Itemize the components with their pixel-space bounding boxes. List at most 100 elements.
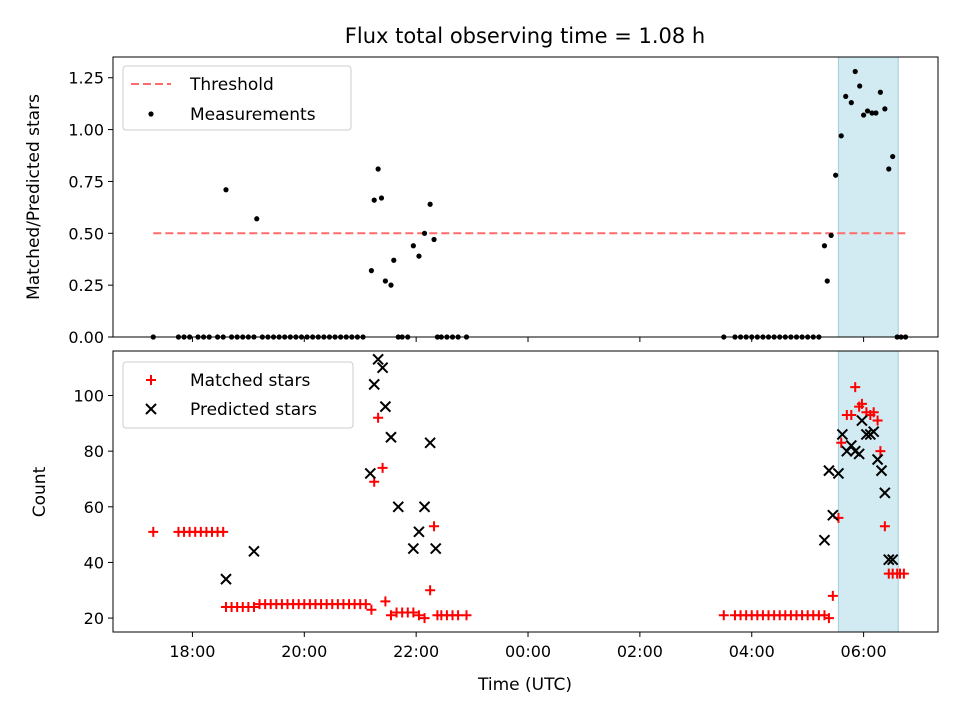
predicted-star-marker bbox=[424, 437, 436, 449]
predicted-star-marker bbox=[220, 573, 232, 585]
measurement-point bbox=[410, 243, 416, 249]
y-tick-label: 0.25 bbox=[68, 276, 104, 295]
legend-box bbox=[122, 361, 354, 429]
predicted-star-marker bbox=[879, 487, 891, 499]
measurement-point bbox=[382, 278, 388, 284]
legend-label-predicted: Predicted stars bbox=[190, 400, 317, 420]
measurement-point bbox=[877, 89, 883, 95]
matched-star-marker bbox=[872, 415, 883, 426]
matched-star-marker bbox=[461, 610, 472, 621]
matched-star-marker bbox=[836, 437, 847, 448]
matched-star-marker bbox=[377, 462, 388, 473]
bottom-panel: 18:00 20:00 22:00 00:00 02:00 04:00 06:00 20 40 6… bbox=[30, 350, 939, 661]
predicted-star-marker bbox=[883, 553, 895, 566]
predicted-star-marker bbox=[823, 464, 835, 477]
legend-measurement-swatch bbox=[148, 111, 154, 117]
predicted-star-marker bbox=[856, 414, 868, 427]
matched-star-marker bbox=[425, 585, 436, 596]
matched-star-marker bbox=[453, 610, 464, 621]
predicted-star-marker bbox=[392, 501, 404, 513]
x-tick-label: 22:00 bbox=[393, 642, 439, 661]
y-tick-label: 0.75 bbox=[68, 172, 104, 191]
matched-star-marker bbox=[419, 613, 430, 624]
matched-star-marker bbox=[827, 590, 838, 601]
y-tick-label: 20 bbox=[84, 609, 104, 628]
matched-star-marker bbox=[846, 409, 857, 420]
measurement-point bbox=[375, 166, 381, 172]
top-plot-frame bbox=[112, 56, 939, 338]
measurement-point bbox=[886, 166, 892, 172]
measurement-point bbox=[838, 133, 844, 139]
predicted-star-marker bbox=[875, 464, 888, 477]
y-tick-label: 1.00 bbox=[68, 121, 104, 140]
top-panel: 0.00 0.25 0.50 0.75 1.00 1.25 Matched/Predict… bbox=[24, 56, 939, 347]
matched-star-marker bbox=[879, 521, 890, 532]
y-tick-label: 80 bbox=[84, 442, 104, 461]
chart-title: Flux total observing time = 1.08 h bbox=[345, 24, 705, 48]
matched-star-marker bbox=[408, 607, 419, 618]
predicted-star-marker bbox=[430, 542, 442, 555]
predicted-star-marker bbox=[867, 425, 880, 438]
legend-matched-swatch bbox=[146, 375, 156, 385]
measurement-point bbox=[388, 282, 394, 288]
predicted-star-marker bbox=[385, 431, 397, 443]
measurement-point bbox=[368, 268, 375, 274]
predicted-star-marker bbox=[418, 501, 431, 513]
y-tick-label: 1.25 bbox=[68, 69, 104, 88]
matched-star-marker bbox=[868, 407, 879, 418]
observing-window-band bbox=[837, 56, 899, 338]
measurement-point bbox=[857, 83, 863, 89]
predicted-star-marker bbox=[886, 553, 899, 566]
measurement-point bbox=[890, 153, 896, 160]
legend-label-matched: Matched stars bbox=[190, 371, 310, 391]
matched-star-marker bbox=[380, 596, 391, 607]
y-tick-label: 100 bbox=[73, 387, 104, 406]
x-tick-label: 18:00 bbox=[169, 642, 215, 661]
y-tick-label: 60 bbox=[84, 498, 104, 517]
legend-box bbox=[122, 65, 352, 131]
predicted-star-marker bbox=[372, 353, 384, 366]
predicted-star-marker bbox=[364, 467, 376, 480]
y-tick-label: 40 bbox=[84, 553, 104, 572]
x-tick-label: 20:00 bbox=[281, 642, 327, 661]
matched-star-marker bbox=[413, 610, 424, 621]
x-tick-label: 06:00 bbox=[841, 642, 887, 661]
measurement-point bbox=[861, 112, 867, 118]
predicted-star-marker bbox=[836, 428, 849, 441]
matched-star-marker bbox=[856, 398, 867, 409]
matched-star-marker bbox=[875, 446, 886, 457]
predicted-star-marker bbox=[827, 509, 839, 521]
predicted-star-marker bbox=[818, 534, 831, 546]
matched-star-marker bbox=[360, 599, 371, 610]
matched-star-marker bbox=[373, 412, 384, 423]
measurement-point bbox=[824, 278, 830, 284]
predicted-star-marker bbox=[871, 453, 884, 466]
legend-label-measurements: Measurements bbox=[190, 105, 316, 125]
measurement-point bbox=[833, 172, 839, 178]
measurement-point bbox=[864, 108, 871, 114]
measurement-point bbox=[391, 257, 397, 263]
measurement-point bbox=[254, 216, 260, 222]
bottom-y-axis-label: Count bbox=[30, 466, 50, 517]
predicted-star-marker bbox=[860, 428, 873, 441]
top-y-axis-label: Matched/Predicted stars bbox=[24, 94, 44, 300]
predicted-star-marker bbox=[853, 448, 865, 460]
measurement-point bbox=[843, 93, 849, 100]
predicted-star-marker bbox=[413, 526, 425, 538]
matched-star-marker bbox=[850, 382, 861, 393]
predicted-star-marker bbox=[368, 378, 380, 391]
predicted-star-marker bbox=[832, 467, 845, 480]
x-tick-label: 00:00 bbox=[505, 642, 551, 661]
x-tick-label: 02:00 bbox=[617, 642, 663, 661]
measurement-point bbox=[869, 110, 875, 116]
matched-star-marker bbox=[823, 613, 834, 624]
predicted-star-marker bbox=[379, 400, 392, 413]
measurement-point bbox=[848, 100, 854, 106]
y-tick-label: 0.50 bbox=[68, 224, 104, 243]
matched-star-marker bbox=[718, 610, 729, 621]
matched-star-marker bbox=[366, 604, 377, 615]
measurement-point bbox=[223, 187, 229, 193]
measurement-point bbox=[852, 68, 858, 75]
legend-label-threshold: Threshold bbox=[189, 75, 274, 95]
